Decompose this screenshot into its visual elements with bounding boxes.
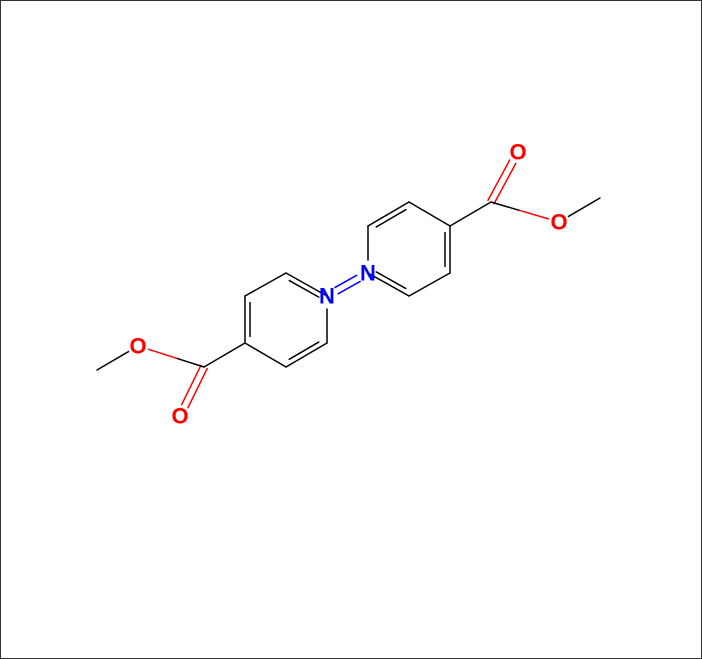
atoms-layer: NN O O O O — [129, 140, 567, 429]
n-atom-label: N — [360, 261, 376, 286]
o-atom-label: O — [509, 140, 526, 165]
molecule-diagram: NN O O O O — [0, 0, 702, 659]
o-atom-label: O — [129, 334, 146, 359]
bonds-layer — [97, 160, 600, 408]
o-atom-label: O — [171, 404, 188, 429]
canvas-border — [1, 1, 702, 659]
o-atom-label: O — [550, 210, 567, 235]
n-atom-label: N — [319, 284, 335, 309]
